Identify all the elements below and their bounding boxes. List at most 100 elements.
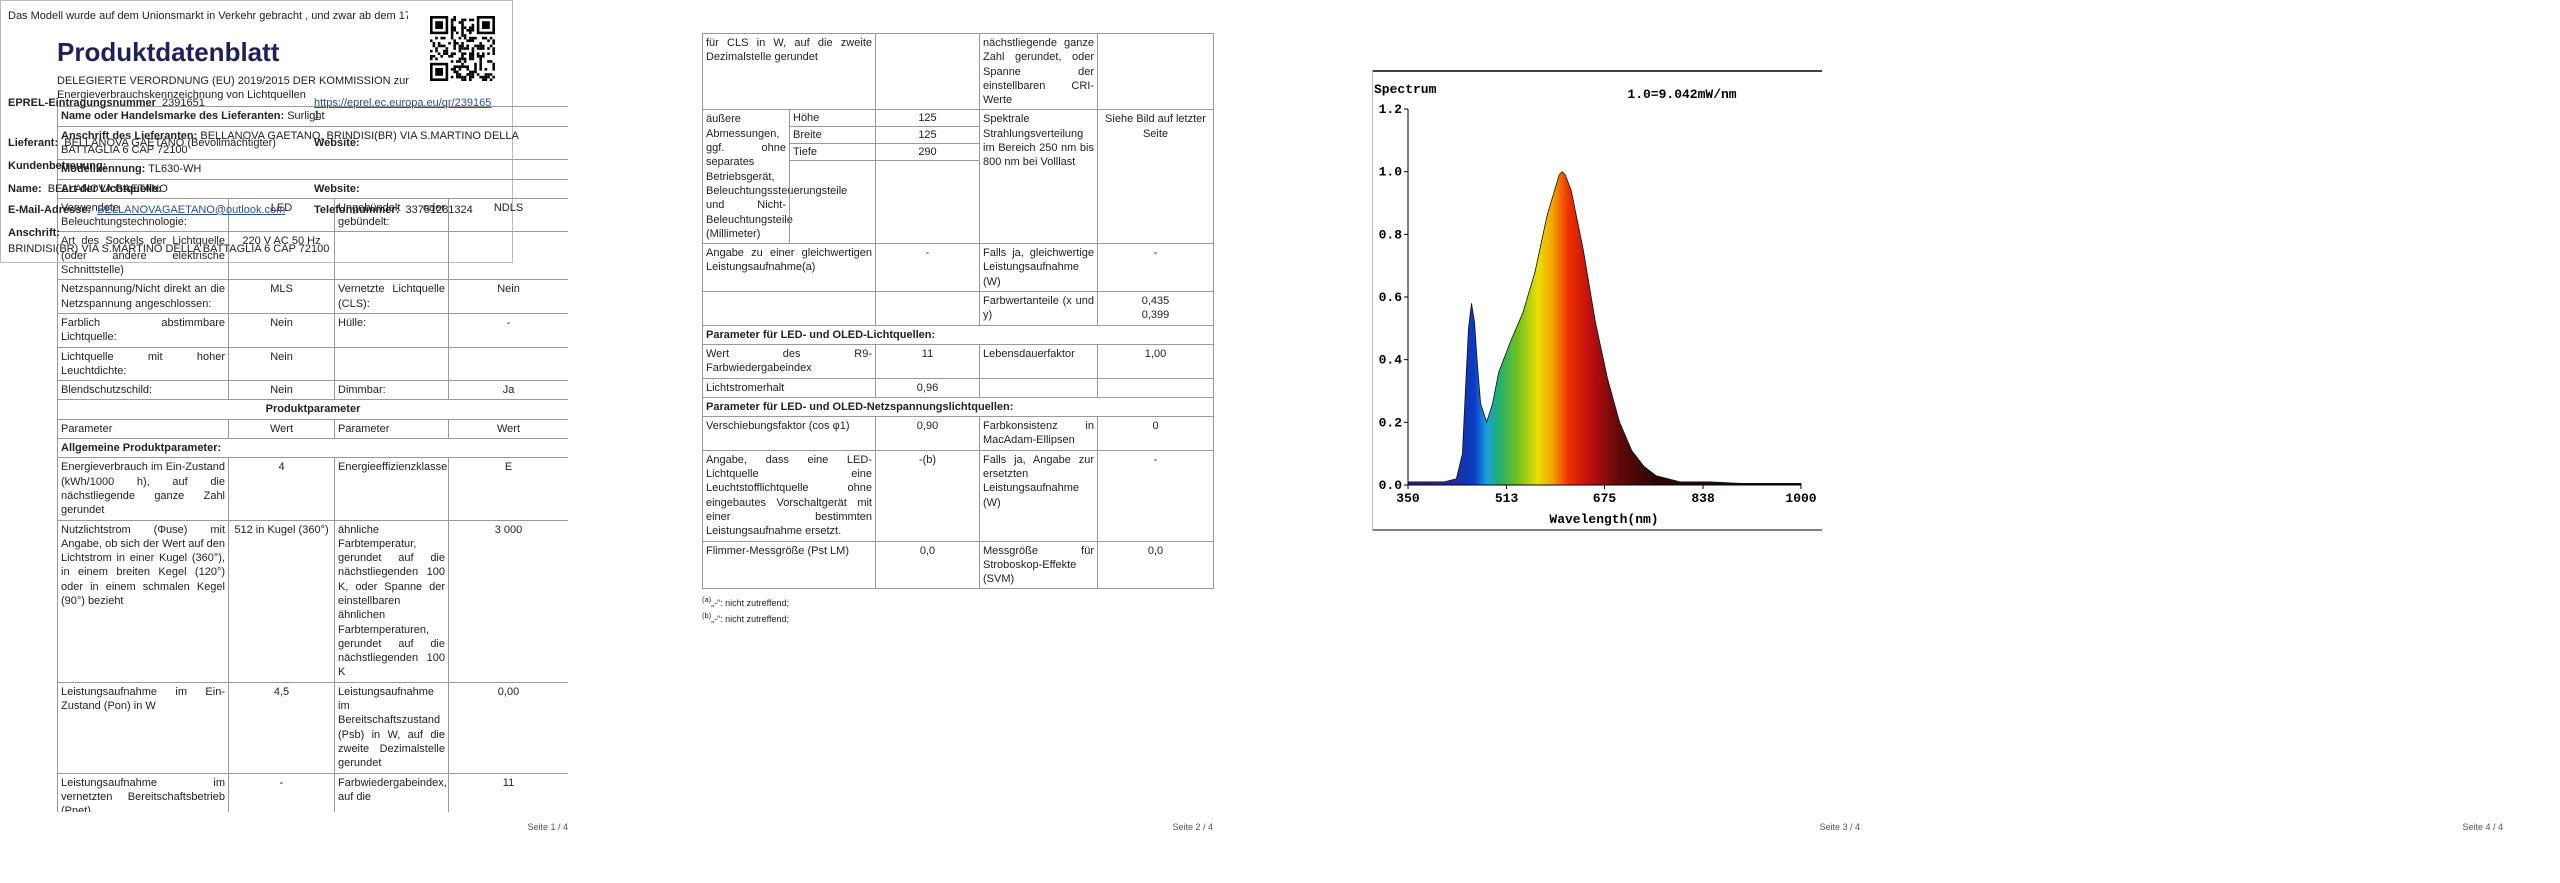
qr-module: [492, 68, 495, 71]
data-table: Name oder Handelsmarke des Lieferanten: …: [57, 106, 568, 812]
qr-module: [463, 78, 467, 81]
qr-module: [489, 78, 493, 81]
qr-module: [456, 65, 459, 68]
qr-module: [456, 75, 459, 79]
qr-module: [461, 23, 464, 27]
table-cell: -: [1097, 449, 1214, 542]
page-2: für CLS in W, auf die zweite Dezimalstel…: [702, 32, 1214, 832]
table-row: Verwendete Beleuchtungstechnologie: LED Un…: [57, 197, 568, 233]
table-row: Allgemeine Produktparameter:: [57, 438, 568, 459]
table-cell: 512 in Kugel (360°): [228, 519, 335, 683]
qr-module: [471, 39, 475, 42]
qr-module: [471, 55, 475, 58]
field-value: Surlight: [287, 110, 325, 123]
table-row: Lichtquelle mit hoher Leuchtdichte: Nein: [57, 346, 568, 382]
qr-module: [458, 47, 462, 50]
field-value: BELLANOVA GAETANO, BRINDISI(BR) VIA S.MA…: [61, 129, 519, 156]
heading: Kundenbetreuung:: [8, 160, 107, 172]
table-cell: Art des Sockels der Lichtquelle (oder an…: [57, 231, 229, 281]
qr-module: [461, 44, 464, 48]
table-cell: Farbwiedergabeindex, auf die: [334, 772, 449, 812]
qr-module: [450, 18, 454, 22]
footnote-text: „-“: nicht zutreffend;: [711, 598, 790, 609]
qr-module: [453, 39, 456, 42]
table-row: Nutzlichtstrom (Φuse) mit Angabe, ob sic…: [57, 519, 568, 683]
page-4-box: Das Modell wurde auf dem Unionsmarkt in …: [0, 0, 513, 263]
dimension-name: Breite: [790, 127, 875, 145]
qr-module: [466, 68, 469, 71]
qr-module: [479, 42, 482, 45]
y-tick-label: 0.4: [1379, 353, 1403, 368]
table-cell: Energieverbrauch im Ein-Zustand (kWh/100…: [57, 457, 229, 521]
table-row: Anschrift des Lieferanten: BELLANOVA GAE…: [57, 125, 568, 161]
table-row: Angabe zu einer gleichwertigen Leistungs…: [702, 243, 1214, 293]
y-tick-label: 1.0: [1379, 165, 1403, 180]
table-cell: Falls ja, gleichwertige Leistungsaufnahm…: [979, 243, 1098, 293]
qr-module: [461, 52, 464, 55]
qr-module: [463, 65, 467, 68]
qr-module: [435, 47, 438, 50]
table-cell: NDLS: [448, 197, 568, 233]
table-cell: Nein: [448, 279, 568, 314]
table-cell: -: [228, 772, 335, 812]
page-footer: Seite 2 / 4: [1172, 822, 1213, 832]
qr-module: [435, 36, 438, 40]
address: BRINDISI(BR) VIA S.MARTINO DELLA BATTAGL…: [8, 243, 330, 255]
subtitle: DELEGIERTE VERORDNUNG (EU) 2019/2015 DER…: [57, 74, 409, 102]
table-cell: 3 000: [448, 519, 568, 683]
table-cell: Flimmer-Messgröße (Pst LM): [702, 540, 876, 590]
qr-module: [466, 29, 469, 32]
field-label: Anschrift des Lieferanten:: [61, 129, 198, 142]
eprel-link[interactable]: https://eprel.ec.europa.eu/qr/2391651: [314, 97, 492, 121]
qr-module: [484, 75, 488, 79]
label: Name:: [8, 183, 42, 195]
table-cell: Lebensdauerfaktor: [979, 343, 1098, 379]
qr-module: [443, 49, 446, 53]
qr-module: [469, 39, 472, 42]
qr-module: [450, 31, 454, 35]
qr-module: [437, 44, 441, 48]
qr-module: [487, 75, 490, 79]
dimension-wrap: äußere Abmessungen, ggf. ohne separates …: [703, 110, 875, 244]
table-cell: Wert des R9-Farbwiedergabeindex: [702, 343, 876, 379]
qr-module: [482, 75, 485, 79]
qr-module: [474, 68, 477, 71]
email: E-Mail-Adresse: BELLANOVAGAETANO@outlook…: [8, 204, 285, 216]
qr-module: [463, 34, 467, 37]
table-cell: [1097, 377, 1214, 398]
y-tick-label: 0.0: [1379, 478, 1403, 493]
field-label: Name oder Handelsmarke des Lieferanten:: [61, 110, 285, 123]
qr-module: [463, 36, 467, 40]
email-link[interactable]: BELLANOVAGAETANO@outlook.com: [97, 204, 286, 216]
x-tick-label: 1000: [1785, 491, 1816, 506]
table-cell: Leistungsaufnahme im Bereitschaftszustan…: [334, 681, 449, 774]
qr-module: [476, 55, 480, 58]
table-row: Leistungsaufnahme im Ein-Zustand (Pon) i…: [57, 681, 568, 774]
qr-module: [461, 65, 464, 68]
dimension-name: Höhe: [790, 110, 875, 128]
table-row: für CLS in W, auf die zweite Dezimalstel…: [702, 32, 1214, 111]
qr-module: [456, 60, 459, 63]
qr-module: [469, 75, 472, 79]
table-cell: 0,0: [875, 540, 980, 590]
table-cell: [875, 291, 980, 326]
qr-module: [450, 29, 454, 32]
table-cell: [875, 32, 980, 111]
y-tick-label: 0.2: [1379, 415, 1403, 430]
qr-module: [482, 47, 485, 50]
dimension-name: Tiefe: [790, 144, 875, 162]
table-cell: 0,00: [448, 681, 568, 774]
qr-module: [461, 55, 464, 58]
qr-module: [453, 42, 456, 45]
qr-module: [479, 47, 482, 50]
qr-module: [471, 18, 475, 22]
y-tick-label: 0.8: [1379, 227, 1403, 242]
qr-module: [484, 36, 488, 40]
qr-module: [453, 16, 456, 19]
table-cell: [334, 231, 449, 281]
qr-module: [466, 47, 469, 50]
value: BELLANOVA GAETANO: [47, 183, 168, 195]
table-cell: 0,90: [875, 416, 980, 451]
notice: Das Modell wurde auf dem Unionsmarkt in …: [8, 10, 408, 22]
